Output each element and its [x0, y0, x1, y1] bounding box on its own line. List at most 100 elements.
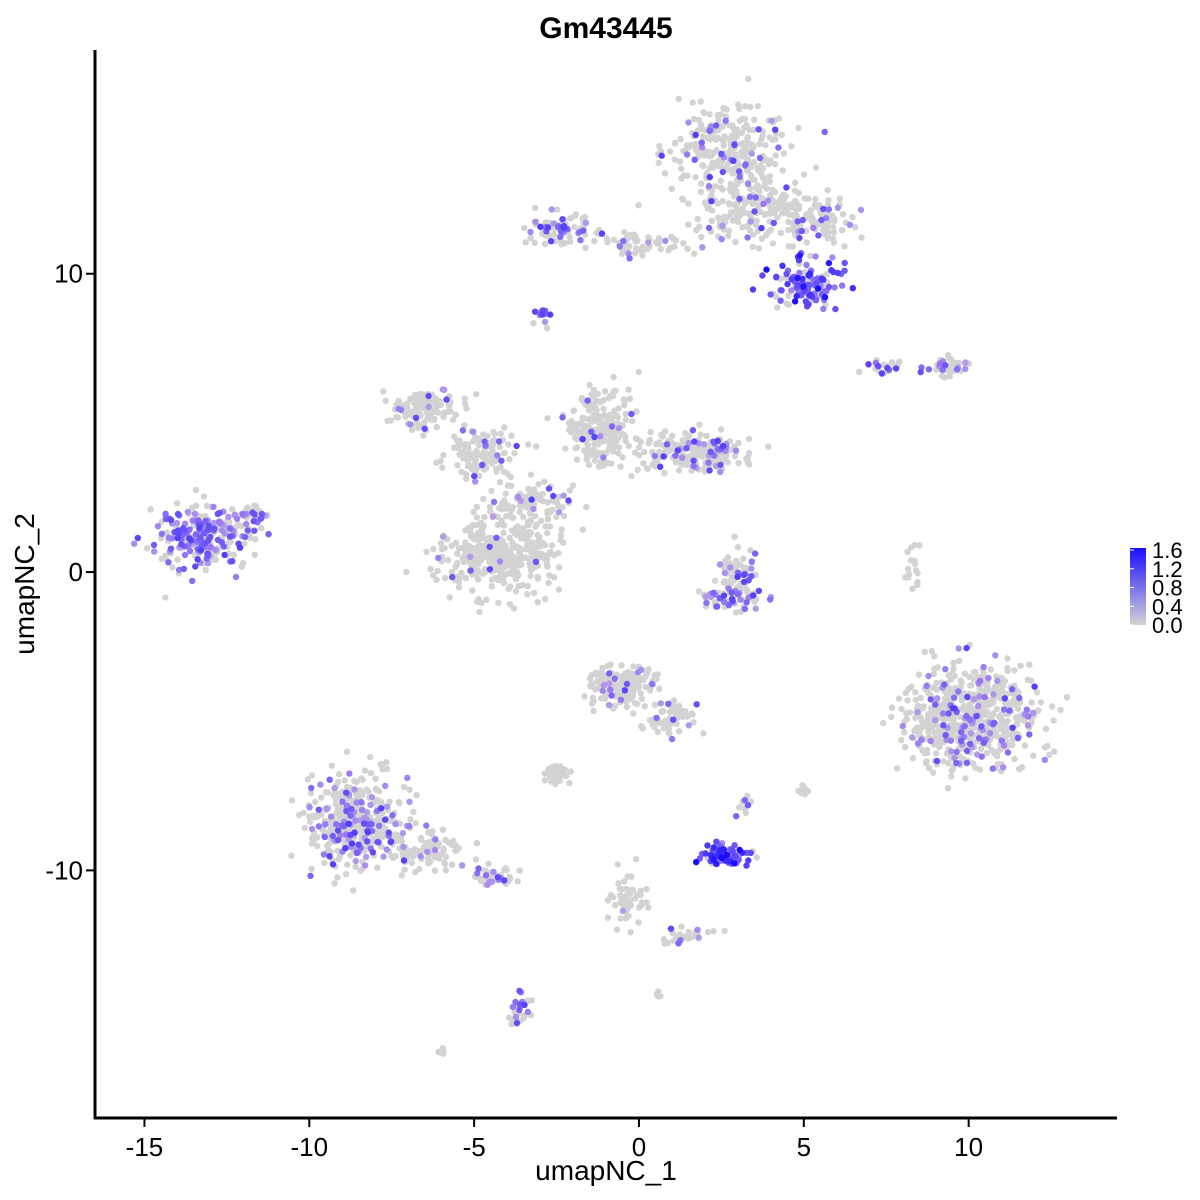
expressing-cell-point [355, 841, 362, 848]
expressing-cell-point [225, 513, 232, 521]
expressing-cell-point [527, 228, 534, 236]
cell-point [767, 157, 774, 164]
cell-point [592, 397, 599, 404]
expressing-cell-point [805, 301, 812, 308]
cell-point [651, 671, 658, 679]
expressing-cell-point [803, 261, 810, 269]
cell-point [655, 439, 663, 446]
cell-point [779, 198, 786, 205]
cell-point [697, 98, 704, 105]
cell-point [684, 435, 691, 442]
expressing-cell-point [547, 238, 555, 245]
expressing-cell-point [399, 829, 407, 837]
cell-point [731, 208, 739, 216]
expressing-cell-point [1000, 764, 1007, 771]
cell-point [429, 828, 436, 835]
cell-point [926, 715, 933, 722]
x-axis-label: umapNC_1 [535, 1155, 677, 1186]
expressing-cell-point [720, 846, 727, 853]
expressing-cell-point [380, 853, 387, 860]
cell-point [633, 700, 641, 708]
cell-point [911, 541, 918, 549]
cell-point [732, 561, 740, 568]
cell-point [625, 386, 632, 393]
cell-point [604, 430, 611, 438]
cell-point [509, 553, 516, 560]
cell-point [759, 132, 766, 139]
expressing-cell-point [616, 243, 623, 250]
cell-point [1003, 727, 1010, 734]
cell-point [642, 683, 649, 691]
cell-point [750, 142, 757, 150]
cell-point [495, 599, 502, 607]
cell-point [515, 527, 522, 534]
cell-point [930, 670, 937, 678]
cell-point [383, 759, 390, 766]
cell-point [807, 207, 814, 214]
cell-point [695, 150, 703, 157]
expressing-cell-point [194, 556, 201, 563]
cell-point [1046, 751, 1053, 759]
cell-point [694, 215, 701, 223]
cell-point [675, 728, 683, 735]
cell-point [980, 700, 987, 707]
expressing-cell-point [165, 559, 172, 566]
cell-point [548, 542, 556, 549]
cell-point [439, 1045, 446, 1052]
cell-point [765, 443, 772, 450]
cell-point [772, 160, 779, 168]
cell-point [379, 766, 386, 773]
cell-point [603, 449, 610, 457]
cell-point [488, 487, 495, 495]
cell-point [488, 583, 495, 590]
cell-point [547, 549, 554, 556]
expressing-cell-point [718, 150, 725, 157]
cell-point [534, 573, 541, 581]
cell-point [1030, 752, 1037, 759]
expressing-cell-point [657, 700, 664, 707]
expressing-cell-point [799, 216, 806, 224]
cell-point [766, 178, 774, 185]
cell-point [441, 860, 449, 868]
expressing-cell-point [744, 234, 751, 241]
cell-point [532, 544, 539, 551]
cell-point [731, 127, 739, 134]
cell-point [636, 452, 643, 459]
cell-point [169, 564, 176, 571]
cell-point [473, 503, 481, 510]
cell-point [615, 880, 622, 887]
cell-point [398, 872, 405, 879]
cell-point [738, 129, 745, 136]
expressing-cell-point [495, 438, 503, 445]
expressing-cell-point [584, 397, 591, 404]
cell-point [526, 510, 534, 517]
expressing-cell-point [226, 533, 234, 540]
expressing-cell-point [501, 877, 508, 884]
cell-point [932, 750, 940, 757]
cell-point [915, 671, 923, 678]
expressing-cell-point [719, 222, 726, 229]
cell-point [1004, 667, 1011, 675]
colorbar-label: 1.2 [1152, 557, 1183, 582]
cell-point [695, 588, 702, 595]
cell-point [717, 177, 724, 184]
cell-point [382, 397, 389, 404]
expressing-cell-point [326, 853, 333, 860]
cell-point [775, 115, 783, 122]
expressing-cell-point [731, 853, 738, 860]
expressing-cell-point [942, 362, 949, 369]
expressing-cell-point [516, 1006, 523, 1014]
expressing-cell-point [514, 493, 522, 500]
cell-point [595, 441, 602, 448]
expressing-cell-point [322, 821, 329, 828]
cell-point [639, 252, 646, 259]
cell-point [851, 223, 859, 231]
cell-point [685, 200, 692, 207]
cell-point [550, 498, 557, 505]
cell-point [741, 102, 749, 110]
cell-point [785, 292, 792, 299]
cell-point [174, 556, 181, 563]
expressing-cell-point [746, 193, 754, 200]
cell-point [526, 560, 533, 567]
cell-point [418, 836, 425, 844]
